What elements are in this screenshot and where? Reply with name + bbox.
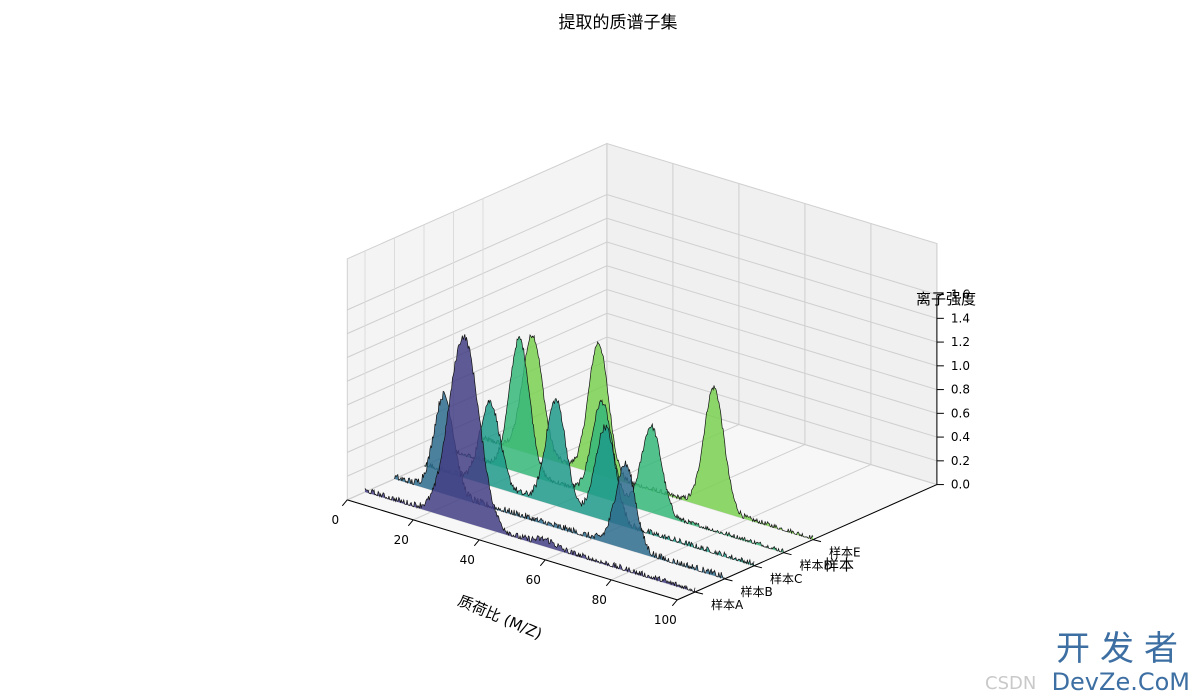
x-tick-label: 60: [526, 573, 541, 587]
x-tick-mark: [605, 579, 612, 587]
x-tick-label: 40: [460, 553, 475, 567]
z-tick-label: 0.8: [951, 383, 970, 397]
z-tick-label: 0.2: [951, 454, 970, 468]
y-tick-label: 样本B: [741, 584, 773, 599]
y-tick-mark: [783, 552, 792, 556]
series-fill: [394, 391, 725, 579]
z-grid-line: [347, 336, 938, 453]
x-axis-label: 质荷比 (M/Z): [455, 592, 545, 644]
z-axis-label: 离子强度: [916, 290, 976, 308]
series-fill: [424, 398, 754, 566]
z-tick-label: 1.0: [951, 359, 970, 373]
z-tick-label: 1.4: [951, 311, 970, 325]
x-tick-mark: [341, 499, 348, 507]
y-tick-label: 样本A: [711, 597, 744, 612]
z-tick-label: 0.0: [951, 478, 970, 492]
y-axis-line: [677, 484, 938, 601]
watermark-site: CSDN: [985, 673, 1037, 694]
x-tick-mark: [671, 599, 678, 607]
watermark-bottom: DevZe.CoM: [1051, 668, 1190, 696]
y-tick-mark: [753, 565, 763, 569]
x-tick-label: 0: [331, 513, 339, 527]
series-line: [364, 334, 696, 593]
x-tick-label: 20: [394, 533, 409, 547]
series-line: [453, 336, 784, 553]
watermark-top: 开发者: [1056, 629, 1188, 669]
z-tick-label: 1.6: [951, 288, 970, 302]
series-fill: [453, 336, 784, 553]
chart-title: 提取的质谱子集: [559, 13, 678, 33]
z-grid-line: [347, 289, 938, 406]
y-tick-label: 样本D: [800, 558, 833, 573]
series-group: [364, 333, 814, 593]
y-tick-mark: [812, 539, 822, 543]
z-tick-label: 0.6: [951, 406, 970, 420]
y-tick-label: 样本C: [770, 571, 802, 586]
z-tick-label: 0.4: [951, 430, 970, 444]
x-tick-mark: [539, 559, 546, 567]
z-grid-line: [347, 312, 938, 430]
y-tick-label: 样本E: [829, 545, 861, 560]
x-axis-line: [347, 499, 678, 601]
z-grid-line: [347, 241, 938, 358]
x-tick-label: 80: [592, 593, 607, 607]
x-tick-mark: [473, 539, 480, 547]
x-tick-label: 100: [654, 613, 677, 627]
z-grid-line: [347, 194, 938, 311]
y-tick-mark: [724, 578, 733, 582]
z-grid-line: [347, 217, 938, 335]
z-tick-label: 1.2: [951, 335, 970, 349]
series-fill: [483, 334, 813, 540]
y-axis-label: 样本: [824, 556, 854, 574]
z-grid-line: [347, 265, 938, 382]
y-tick-mark: [694, 591, 704, 595]
x-tick-mark: [407, 519, 414, 527]
